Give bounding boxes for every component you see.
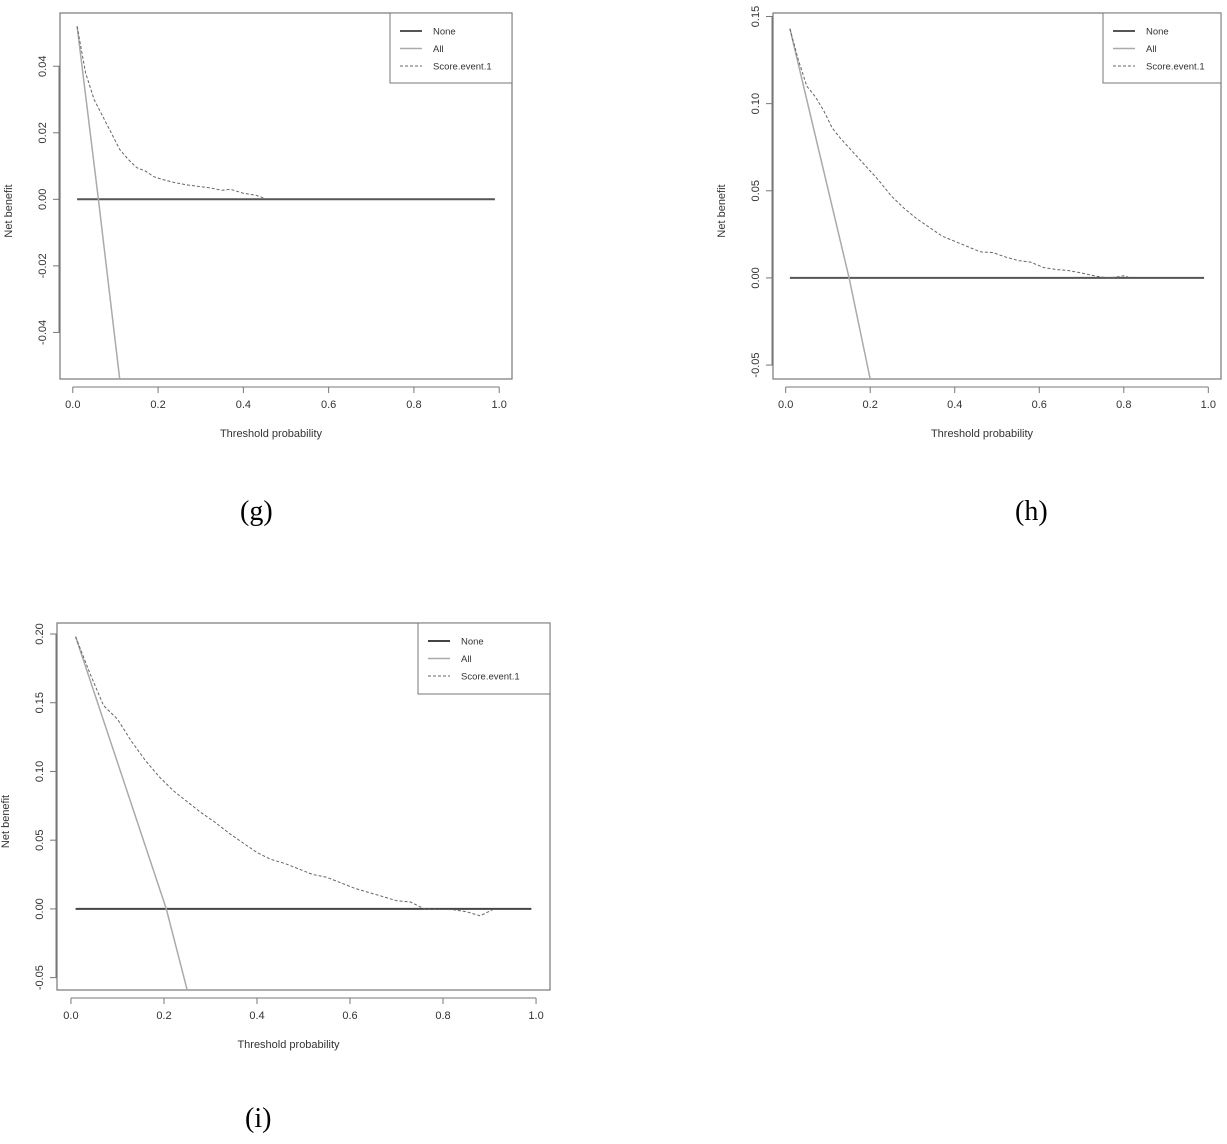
chart-panel-i: 0.0 0.2 0.4 0.6 0.8 1.0 Threshold probability -… [0, 610, 560, 1060]
x-tick-label: 0.4 [947, 399, 962, 411]
legend-entry-label: None [1146, 27, 1169, 38]
y-tick-label: -0.05 [34, 965, 46, 990]
series-group [789, 28, 1205, 379]
x-tick-label: 1.0 [492, 399, 507, 411]
y-axis-label: Net benefit [0, 795, 12, 848]
chart-i: 0.0 0.2 0.4 0.6 0.8 1.0 Threshold probability -… [0, 622, 551, 1051]
series-all [74, 636, 188, 990]
series-all [789, 28, 871, 379]
legend: None All Score.event.1 [1102, 12, 1222, 84]
y-tick-label: -0.02 [37, 253, 49, 278]
caption-h: (h) [1015, 496, 1048, 527]
legend-entry-label: Score.event.1 [433, 62, 492, 73]
legend: None All Score.event.1 [417, 622, 551, 695]
y-axis-label: Net benefit [3, 184, 15, 237]
x-tick-label: 1.0 [1201, 399, 1216, 411]
y-tick-label: 0.15 [34, 692, 46, 713]
x-axis-label: Threshold probability [220, 428, 323, 440]
chart-panel-h: 0.0 0.2 0.4 0.6 0.8 1.0 Threshold probability -… [700, 0, 1227, 450]
x-tick-label: 0.6 [342, 1010, 357, 1022]
x-axis: 0.0 0.2 0.4 0.6 0.8 1.0 Threshold probability [63, 997, 544, 1051]
legend-entry-label: All [461, 654, 472, 665]
caption-i: (i) [245, 1103, 272, 1134]
y-tick-label: 0.15 [750, 6, 762, 27]
y-axis: -0.05 0.00 0.05 0.10 0.15 Net benefit [716, 6, 773, 378]
x-axis: 0.0 0.2 0.4 0.6 0.8 1.0 Threshold probability [778, 386, 1216, 440]
x-tick-label: 0.2 [156, 1010, 171, 1022]
legend-entry-label: All [433, 44, 444, 55]
y-tick-label: 0.00 [37, 189, 49, 210]
legend-entry-label: None [433, 27, 456, 38]
y-tick-label: 0.10 [34, 761, 46, 782]
legend-entry-label: Score.event.1 [1146, 62, 1205, 73]
y-tick-label: 0.02 [37, 122, 49, 143]
x-tick-label: 0.6 [1032, 399, 1047, 411]
x-tick-label: 0.8 [435, 1010, 450, 1022]
y-tick-label: 0.20 [34, 623, 46, 644]
y-axis: -0.04 -0.02 0.00 0.02 0.04 Net benefit [3, 56, 60, 345]
caption-g: (g) [240, 496, 273, 527]
x-tick-label: 1.0 [528, 1010, 543, 1022]
y-tick-label: 0.04 [37, 56, 49, 77]
y-axis: -0.05 0.00 0.05 0.10 0.15 0.20 Net benefit [0, 623, 57, 990]
x-tick-label: 0.2 [863, 399, 878, 411]
y-tick-label: 0.05 [34, 829, 46, 850]
series-score-event-1 [75, 636, 495, 917]
y-tick-label: -0.05 [750, 353, 762, 378]
x-tick-label: 0.8 [406, 399, 421, 411]
legend-entry-label: Score.event.1 [461, 672, 520, 683]
series-group [74, 636, 532, 990]
x-axis: 0.0 0.2 0.4 0.6 0.8 1.0 Threshold probability [65, 386, 507, 440]
y-tick-label: -0.04 [37, 320, 49, 345]
y-tick-label: 0.00 [750, 267, 762, 288]
series-all [76, 26, 121, 379]
legend-entry-label: None [461, 637, 484, 648]
chart-panel-g: 0.0 0.2 0.4 0.6 0.8 1.0 Threshold probability -… [0, 0, 530, 450]
x-tick-label: 0.0 [63, 1010, 78, 1022]
series-score-event-1 [76, 26, 265, 199]
x-tick-label: 0.4 [249, 1010, 264, 1022]
legend: None All Score.event.1 [389, 12, 513, 84]
x-tick-label: 0.8 [1116, 399, 1131, 411]
y-tick-label: 0.00 [34, 898, 46, 919]
series-score-event-1 [789, 28, 1129, 279]
plot-frame [56, 622, 551, 991]
x-tick-label: 0.4 [236, 399, 251, 411]
x-axis-label: Threshold probability [931, 428, 1034, 440]
chart-g: 0.0 0.2 0.4 0.6 0.8 1.0 Threshold probability -… [3, 12, 513, 440]
plot-frame [59, 12, 513, 380]
legend-entry-label: All [1146, 44, 1157, 55]
x-tick-label: 0.6 [321, 399, 336, 411]
x-axis-label: Threshold probability [237, 1039, 340, 1051]
y-tick-label: 0.05 [750, 180, 762, 201]
x-tick-label: 0.0 [778, 399, 793, 411]
x-tick-label: 0.0 [65, 399, 80, 411]
y-tick-label: 0.10 [750, 93, 762, 114]
chart-h: 0.0 0.2 0.4 0.6 0.8 1.0 Threshold probability -… [716, 6, 1222, 440]
plot-frame [772, 12, 1222, 380]
x-tick-label: 0.2 [150, 399, 165, 411]
y-axis-label: Net benefit [716, 184, 728, 237]
series-group [76, 26, 495, 379]
